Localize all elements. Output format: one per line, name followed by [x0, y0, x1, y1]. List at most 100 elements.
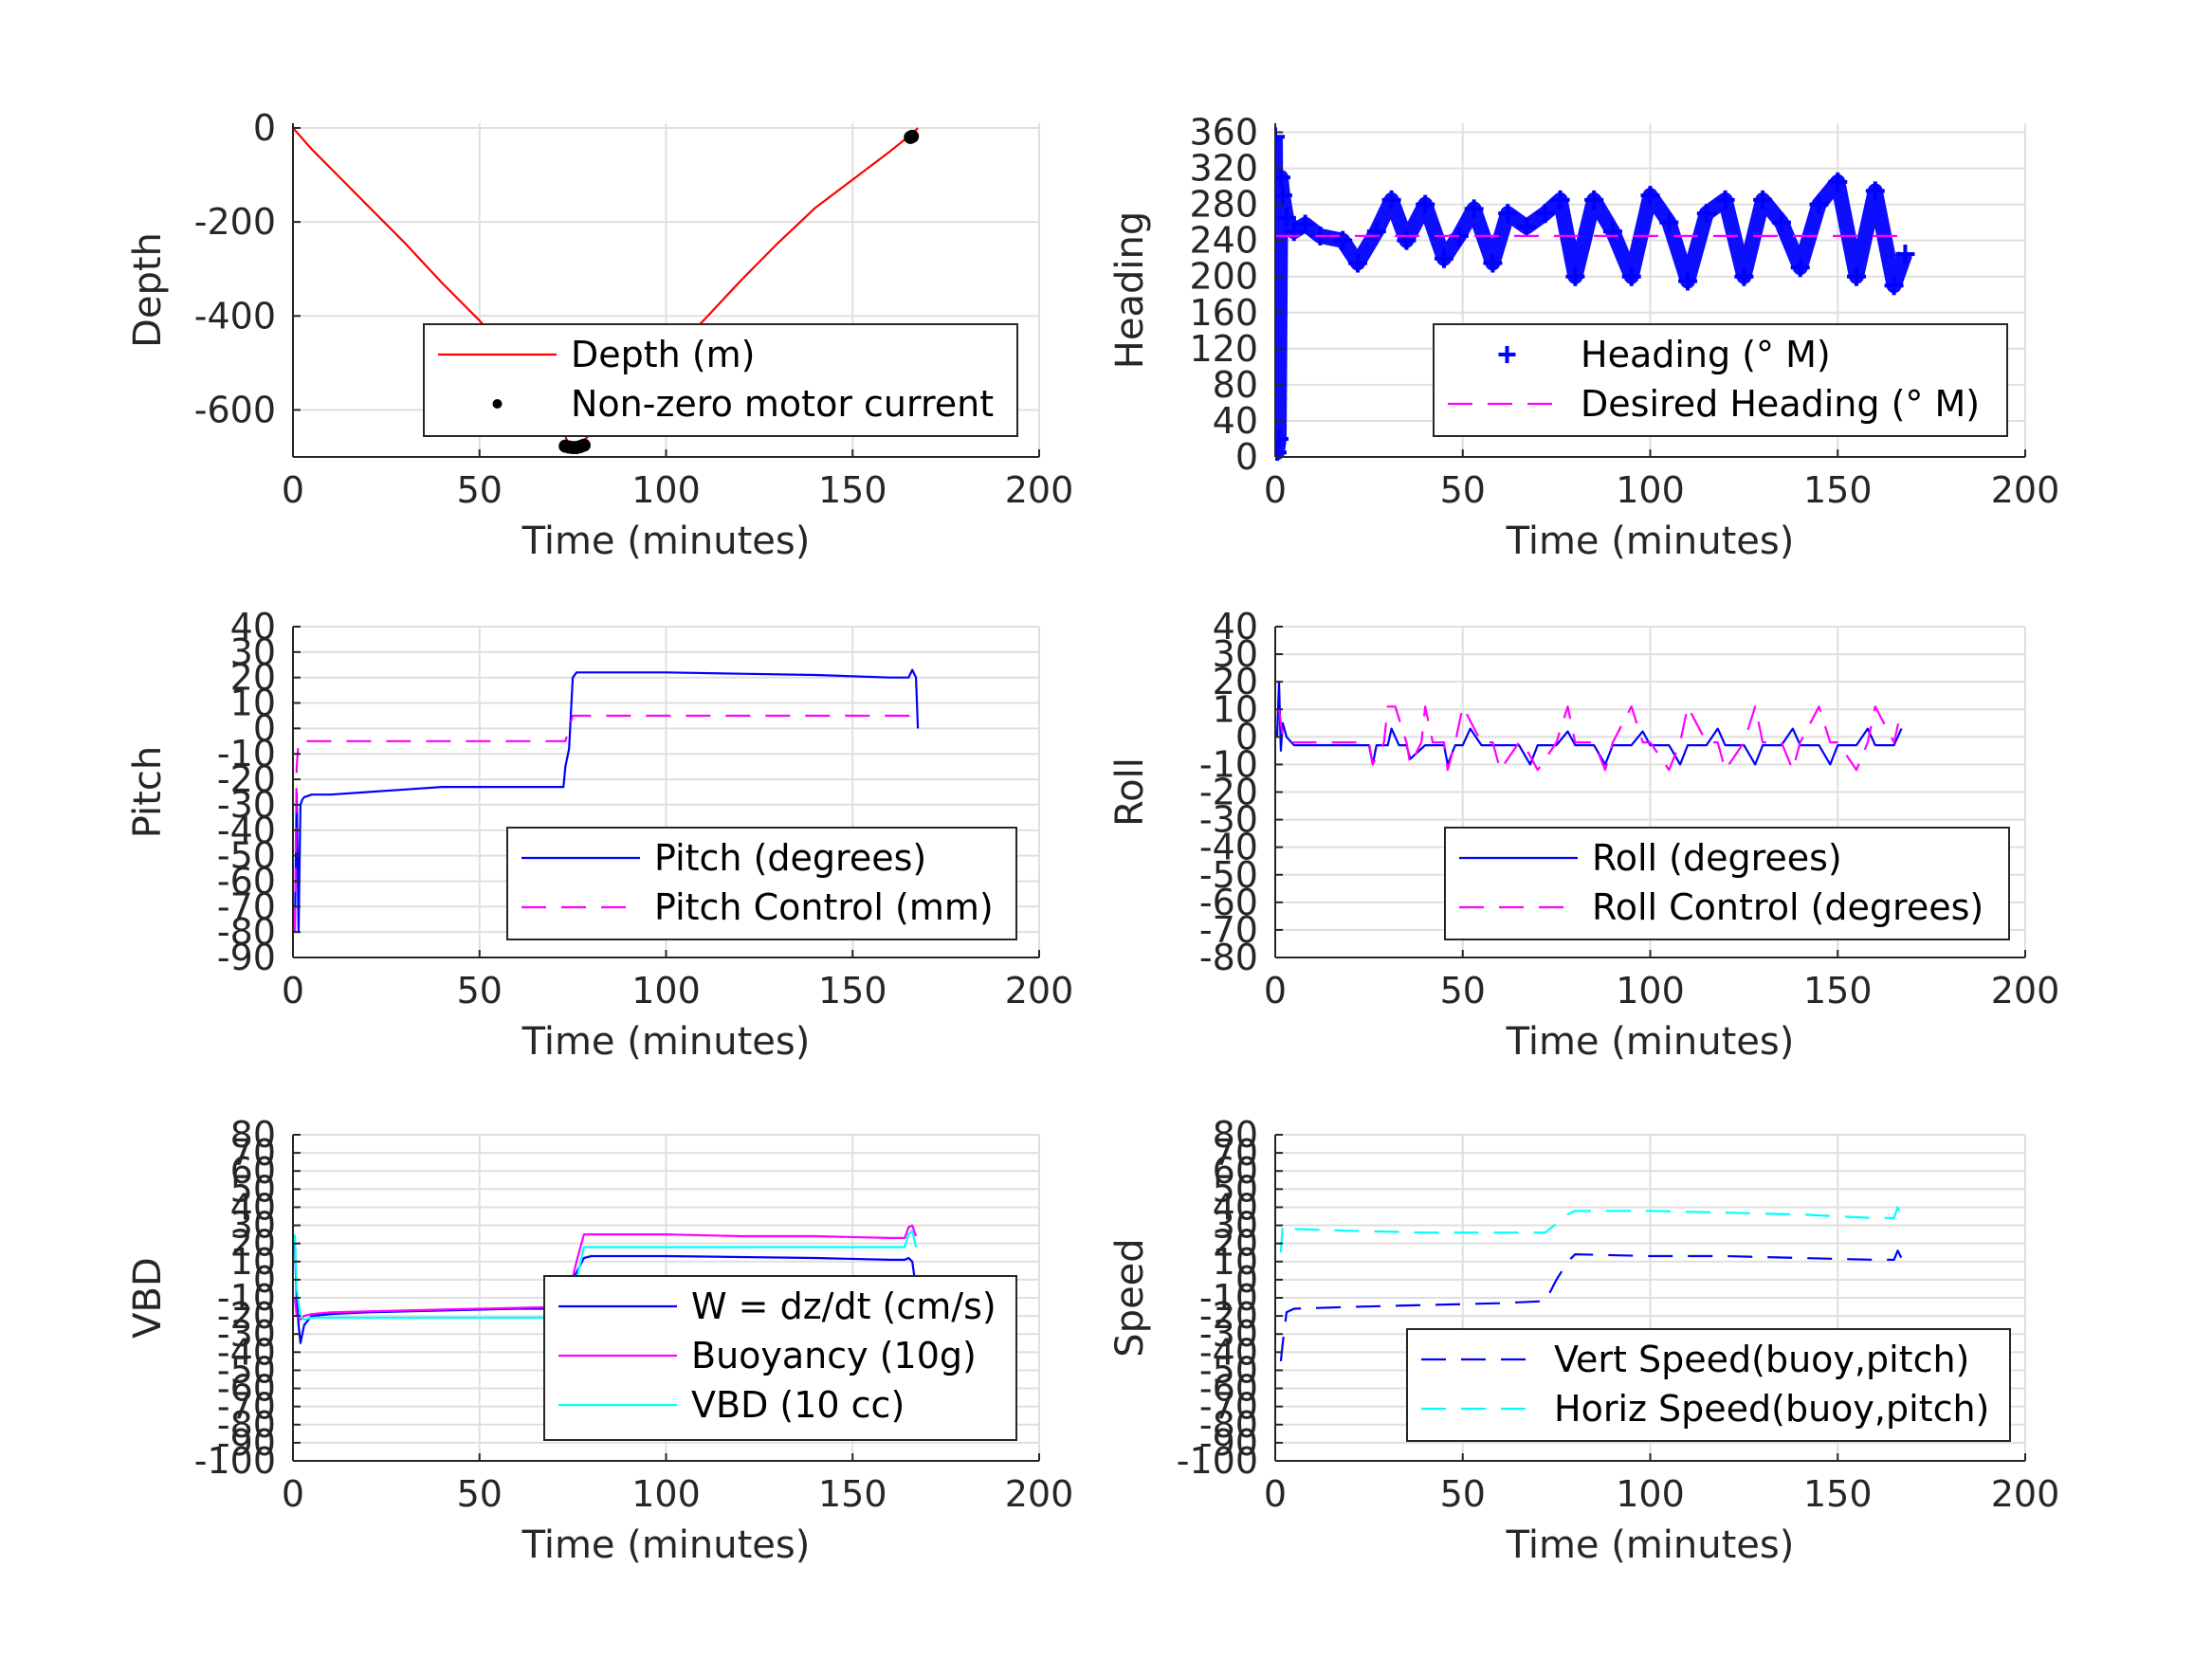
data-point	[1659, 212, 1679, 232]
data-point	[1275, 186, 1292, 206]
y-tick-label: -70	[217, 1386, 276, 1428]
series-group	[1275, 127, 1915, 461]
data-point	[1275, 428, 1289, 448]
data-point	[1381, 190, 1401, 210]
y-tick-label: 40	[1213, 606, 1258, 647]
y-axis-label: Pitch	[126, 746, 170, 838]
y-tick-label: 40	[1213, 1186, 1258, 1228]
data-point	[576, 438, 591, 452]
x-tick-label: 200	[1005, 970, 1074, 1012]
data-point	[1565, 266, 1585, 286]
y-tick-label: -70	[1199, 909, 1258, 951]
legend-box	[1444, 827, 2010, 940]
y-axis-label: Speed	[1108, 1238, 1152, 1357]
subplot-1: 0 50 100 150 200 0 -200 -400 -600 Time (minutes) D…	[126, 107, 1073, 563]
x-tick-label: 100	[1616, 970, 1685, 1012]
data-point	[1397, 230, 1417, 250]
legend: Roll (degrees) Roll Control (degrees)	[1444, 827, 2010, 940]
y-tick-label: -40	[217, 810, 276, 851]
y-axis-label: Depth	[126, 232, 170, 348]
data-point	[1753, 190, 1773, 210]
x-tick-label: 50	[1440, 970, 1486, 1012]
y-tick-label: 40	[230, 1186, 276, 1228]
data-point	[905, 129, 920, 143]
data-point	[1483, 253, 1503, 273]
data-point	[1865, 181, 1885, 201]
y-tick-label: 60	[1213, 1150, 1258, 1192]
subplot-4: 0 50 100 150 200403020100-10-20-30-40-50-60-…	[1108, 606, 2059, 1064]
y-tick-label: 10	[230, 1241, 276, 1283]
x-tick-label: 150	[818, 469, 887, 511]
y-tick-label: -100	[1177, 1440, 1258, 1482]
legend-label: W = dz/dt (cm/s)	[691, 1285, 996, 1327]
x-axis-label: Time (minutes)	[521, 1020, 811, 1064]
y-tick-label: 10	[1213, 688, 1258, 730]
x-tick-label: 50	[457, 970, 503, 1012]
y-tick-label: -10	[1199, 1277, 1258, 1319]
y-tick-label: 80	[1213, 364, 1258, 406]
x-tick-label: 200	[1005, 1473, 1074, 1515]
data-point	[1640, 186, 1660, 206]
y-tick-label: 30	[230, 631, 276, 673]
y-tick-label: -70	[1199, 1386, 1258, 1428]
y-tick-label: 0	[253, 707, 276, 749]
x-tick-label: 150	[1803, 970, 1873, 1012]
legend-label: Vert Speed(buoy,pitch)	[1554, 1339, 1969, 1380]
subplot-6: 0 50 100 150 20080706050403020100-10-20-30-4…	[1108, 1114, 2059, 1567]
data-point	[1715, 190, 1735, 210]
y-tick-label: -100	[194, 1440, 276, 1482]
y-tick-label: -90	[217, 937, 276, 978]
legend-label: Horiz Speed(buoy,pitch)	[1554, 1388, 1989, 1430]
data-point	[1464, 199, 1484, 219]
y-tick-label: 40	[1213, 400, 1258, 442]
y-tick-label: -10	[217, 733, 276, 775]
y-tick-label: 50	[1213, 1168, 1258, 1210]
y-tick-label: -60	[1199, 882, 1258, 923]
y-tick-label: 20	[1213, 1223, 1258, 1265]
data-point	[1295, 214, 1315, 234]
x-tick-label: 100	[631, 970, 701, 1012]
y-tick-label: 20	[230, 1223, 276, 1265]
x-tick-label: 50	[1440, 469, 1486, 511]
data-point	[1771, 212, 1791, 232]
legend: Heading (° M) Desired Heading (° M)	[1433, 323, 2008, 437]
x-tick-label: 0	[282, 970, 304, 1012]
y-tick-label: 20	[1213, 661, 1258, 702]
legend-swatch-dot	[492, 399, 503, 409]
y-tick-label: -60	[217, 860, 276, 902]
y-tick-label: -40	[1199, 827, 1258, 868]
x-tick-label: 0	[1264, 970, 1287, 1012]
x-tick-label: 0	[282, 469, 304, 511]
x-tick-label: 150	[1803, 469, 1873, 511]
data-point	[1790, 258, 1810, 278]
y-tick-label: -400	[194, 295, 276, 337]
y-tick-label: 80	[230, 1114, 276, 1156]
y-tick-label: 30	[1213, 633, 1258, 675]
data-point	[1275, 168, 1290, 188]
data-point	[1696, 204, 1716, 224]
data-point	[1434, 248, 1453, 268]
y-tick-label: -50	[1199, 1349, 1258, 1391]
data-point	[1584, 190, 1604, 210]
data-point	[1734, 266, 1754, 286]
legend-label: Heading (° M)	[1581, 334, 1831, 375]
x-axis-label: Time (minutes)	[1506, 520, 1795, 563]
y-tick-label: -50	[1199, 854, 1258, 896]
y-tick-label: 70	[230, 1132, 276, 1174]
y-tick-label: -10	[217, 1277, 276, 1319]
y-tick-label: -90	[1199, 1422, 1258, 1464]
x-tick-label: 200	[1991, 469, 2060, 511]
y-tick-label: 360	[1189, 112, 1258, 154]
y-tick-label: 10	[1213, 1241, 1258, 1283]
y-tick-label: -60	[217, 1368, 276, 1410]
y-tick-label: 80	[1213, 1114, 1258, 1156]
series-group	[1275, 681, 1903, 772]
y-tick-label: 10	[230, 683, 276, 724]
data-point	[1516, 217, 1536, 237]
y-tick-label: -80	[1199, 1404, 1258, 1446]
y-tick-label: 30	[230, 1205, 276, 1247]
y-tick-label: -600	[194, 389, 276, 430]
y-tick-label: -20	[217, 1295, 276, 1337]
legend-label: Depth (m)	[571, 334, 756, 375]
